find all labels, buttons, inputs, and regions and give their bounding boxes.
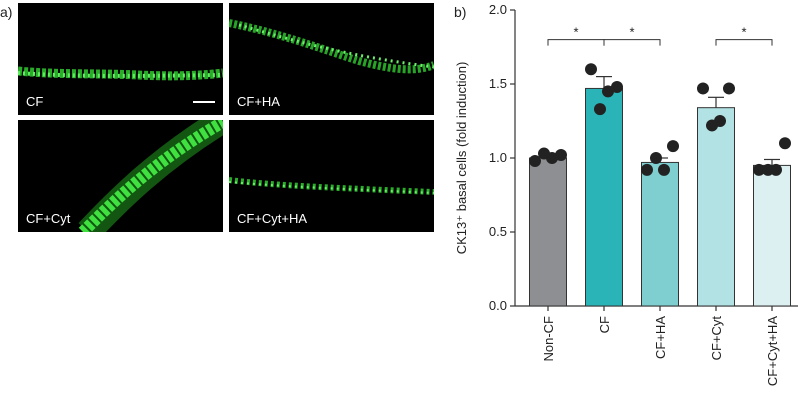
micrograph-label: CF (26, 94, 44, 109)
scale-bar (193, 101, 215, 103)
micrograph-label: CF+HA (237, 94, 280, 109)
bar (697, 107, 735, 307)
y-tick-label: 2.0 (489, 2, 507, 17)
data-point (529, 154, 541, 167)
micrograph-cf-ha-image (229, 19, 434, 74)
y-axis-label: CK13⁺ basal cells (fold induction) (454, 62, 469, 255)
x-tick-label: CF+Cyt+HA (765, 316, 780, 386)
data-point (667, 140, 679, 153)
significance-bracket (715, 39, 773, 46)
data-point (723, 82, 735, 95)
micrograph-cf-image (18, 66, 223, 81)
data-point (555, 149, 567, 162)
data-point (594, 103, 606, 116)
data-point (658, 163, 670, 176)
y-tick-label: 1.5 (489, 76, 507, 91)
micrograph-cf-ha: CF+HA (229, 3, 434, 115)
y-tick-label: 0.5 (489, 224, 507, 239)
bar-chart: 0.0 0.5 1.0 1.5 2.0 CK13⁺ basal cells (fold i… (454, 2, 798, 386)
micrograph-cf-cyt-ha-image (229, 177, 434, 195)
micrograph-cf-cyt-ha: CF+Cyt+HA (229, 120, 434, 232)
significance-label: * (741, 25, 746, 40)
data-point (611, 80, 623, 93)
micrograph-cf-cyt-image (78, 120, 223, 232)
bar (529, 157, 567, 307)
data-point (779, 137, 791, 150)
data-point (546, 152, 558, 164)
x-tick-label: CF+HA (653, 316, 668, 359)
y-tick-label: 0.0 (489, 298, 507, 313)
bar (753, 164, 791, 307)
data-point (641, 163, 653, 176)
significance-bracket (603, 39, 661, 46)
data-point (714, 115, 726, 127)
micrograph-cf: CF (18, 3, 223, 115)
x-tick-label: Non-CF (541, 316, 556, 362)
bar (641, 161, 679, 307)
data-point (650, 152, 662, 164)
significance-label: * (573, 25, 578, 40)
data-point (753, 163, 765, 176)
x-tick-label: CF (597, 316, 612, 333)
data-point (602, 85, 614, 98)
y-tick-label: 1.0 (489, 150, 507, 165)
bar (585, 87, 623, 307)
data-point (697, 82, 709, 95)
micrograph-cf-cyt: CF+Cyt (18, 120, 223, 232)
data-point (585, 63, 597, 76)
data-point (770, 163, 782, 176)
micrograph-label: CF+Cyt (26, 211, 71, 226)
significance-label: * (629, 25, 634, 40)
panel-a-label: a) (0, 4, 13, 20)
micrograph-label: CF+Cyt+HA (237, 211, 308, 226)
significance-bracket (547, 39, 605, 46)
x-tick-label: CF+Cyt (709, 316, 724, 361)
panel-b-label: b) (454, 4, 467, 20)
